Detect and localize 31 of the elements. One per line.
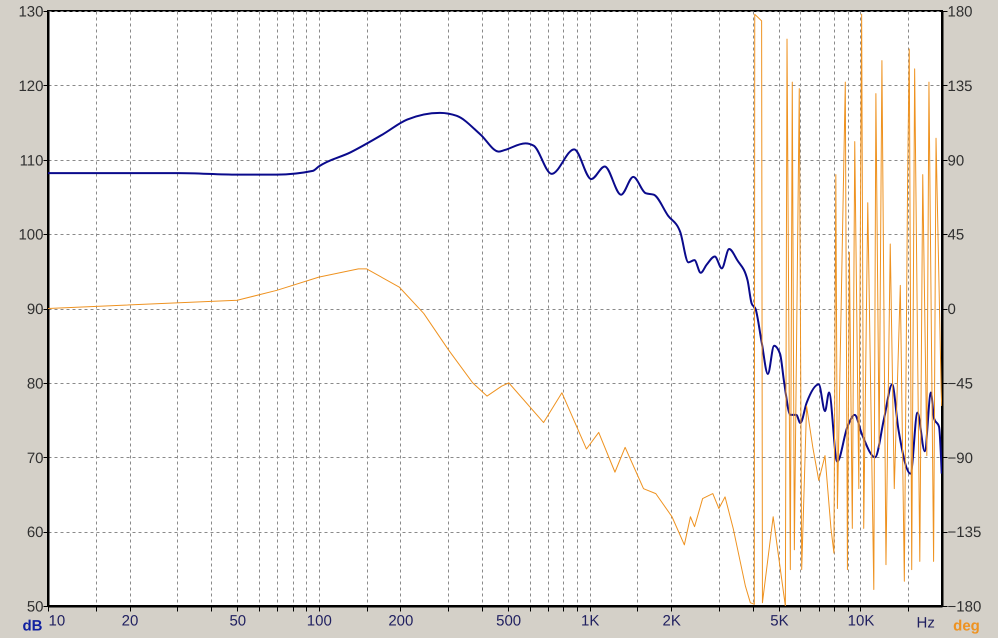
y-tick-label: 80 bbox=[26, 375, 44, 392]
y2-tick-label: −45 bbox=[948, 375, 973, 392]
x-tick-label: 500 bbox=[496, 612, 522, 630]
x-tick-label: 2K bbox=[662, 612, 681, 630]
y2-axis-title: deg bbox=[953, 618, 980, 634]
x-tick-label: 10 bbox=[48, 612, 66, 630]
y-tick-label: 110 bbox=[20, 152, 44, 170]
y2-tick-label: −135 bbox=[948, 524, 982, 542]
y-tick-label: 130 bbox=[18, 4, 44, 20]
y-tick-label: 60 bbox=[26, 524, 44, 542]
y-axis-title: dB bbox=[22, 618, 43, 634]
y2-tick-label: −180 bbox=[948, 598, 982, 616]
y2-tick-label: 90 bbox=[948, 152, 964, 170]
y-tick-label: 70 bbox=[26, 450, 44, 467]
y2-tick-label: 0 bbox=[948, 301, 956, 318]
x-tick-label: 200 bbox=[388, 612, 414, 630]
y-tick-label: 120 bbox=[18, 78, 44, 95]
y2-tick-label: 135 bbox=[948, 78, 973, 95]
y2-tick-label: −90 bbox=[948, 450, 973, 467]
x-tick-label: 20 bbox=[122, 612, 138, 630]
y-tick-label: 100 bbox=[18, 226, 44, 244]
x-tick-label: 5K bbox=[770, 612, 789, 630]
y-tick-label: 90 bbox=[26, 301, 44, 318]
x-tick-label: 1K bbox=[580, 612, 600, 630]
y-tick-label: 50 bbox=[26, 598, 44, 616]
x-tick-label: 100 bbox=[306, 612, 332, 630]
y2-tick-label: 45 bbox=[948, 226, 964, 244]
y2-tick-label: 180 bbox=[948, 4, 973, 20]
x-tick-label: 50 bbox=[229, 612, 246, 630]
x-axis-title: Hz bbox=[916, 614, 935, 632]
x-tick-label: 10K bbox=[848, 612, 874, 630]
